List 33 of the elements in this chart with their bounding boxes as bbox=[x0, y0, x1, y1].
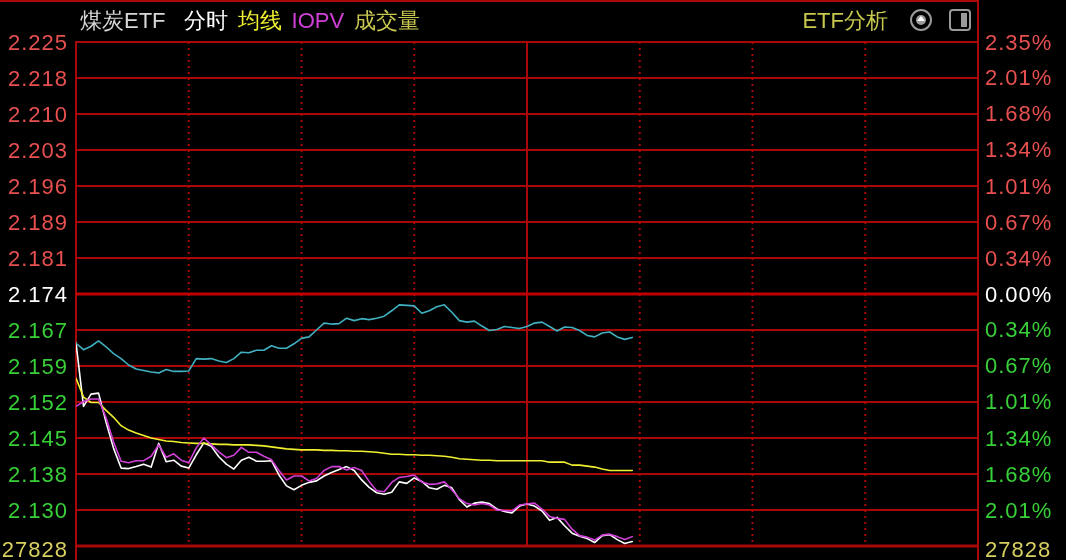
text: 27828 bbox=[985, 537, 1052, 560]
y-tick-label: 2.218 bbox=[7, 65, 68, 91]
y2-tick-label: 0.67% bbox=[985, 353, 1053, 379]
y-tick-label: 2.181 bbox=[7, 245, 68, 271]
y2-tick-label: 1.01% bbox=[985, 389, 1053, 415]
text: ETF分析 bbox=[802, 8, 888, 33]
y2-tick-label: 0.34% bbox=[985, 245, 1053, 271]
y2-tick-label: 2.35% bbox=[985, 29, 1053, 55]
y-tick-label: 2.203 bbox=[7, 137, 68, 163]
y-tick-label: 2.225 bbox=[7, 29, 68, 55]
y2-tick-label: 1.34% bbox=[985, 137, 1053, 163]
y-tick-label: 2.189 bbox=[7, 209, 68, 235]
y2-tick-label: 1.68% bbox=[985, 461, 1053, 487]
y2-tick-label: 2.01% bbox=[985, 65, 1053, 91]
y2-tick-label: 0.00% bbox=[985, 281, 1053, 307]
text: 成交量 bbox=[354, 8, 421, 33]
chart-title: 煤炭ETF bbox=[80, 8, 166, 33]
y-tick-label: 2.152 bbox=[7, 389, 68, 415]
y2-tick-label: 0.34% bbox=[985, 317, 1053, 343]
y-tick-label: 2.145 bbox=[7, 425, 68, 451]
y2-tick-label: 0.67% bbox=[985, 209, 1053, 235]
y-tick-label: 2.210 bbox=[7, 101, 68, 127]
y2-tick-label: 1.68% bbox=[985, 101, 1053, 127]
y2-tick-label: 2.01% bbox=[985, 497, 1053, 523]
y-tick-label: 2.138 bbox=[7, 461, 68, 487]
y-tick-label: 2.159 bbox=[7, 353, 68, 379]
text: 27828 bbox=[1, 537, 68, 560]
y-tick-label: 2.196 bbox=[7, 173, 68, 199]
y-tick-label: 2.130 bbox=[7, 497, 68, 523]
y-tick-label: 2.174 bbox=[7, 281, 68, 307]
y-tick-label: 2.167 bbox=[7, 317, 68, 343]
y2-tick-label: 1.34% bbox=[985, 425, 1053, 451]
y2-tick-label: 1.01% bbox=[985, 173, 1053, 199]
